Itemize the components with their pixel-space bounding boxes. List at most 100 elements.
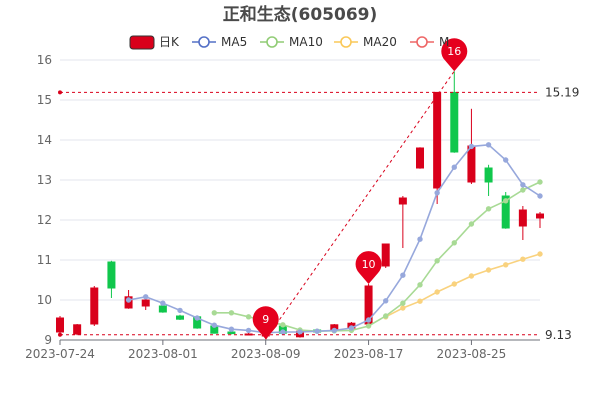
y-tick-label: 13 [37, 173, 52, 187]
candle-body [73, 324, 82, 335]
candle [416, 147, 424, 169]
markline-label: 15.19 [545, 85, 579, 99]
ma5-point [485, 142, 492, 148]
candle-body [398, 197, 407, 205]
pin-shape [252, 306, 279, 340]
y-tick-label: 16 [37, 53, 52, 67]
moving-average-layer [125, 142, 543, 336]
markline-layer: 15.19 9.13 [58, 70, 579, 342]
candle-body [536, 213, 544, 219]
ma10-point [228, 310, 235, 316]
candle-body [501, 195, 510, 229]
ma10-point [520, 187, 526, 193]
y-tick-label: 9 [44, 333, 52, 347]
pin-shape [441, 38, 468, 72]
legend-item-ma10[interactable]: MA10 [260, 35, 323, 49]
ma10-point [485, 206, 492, 212]
legend[interactable]: 日K MA5 MA10 MA20 M [129, 35, 449, 50]
ma5-point [417, 236, 423, 242]
ma10-point [417, 282, 423, 288]
ma5-point [537, 193, 543, 199]
ma5-point [143, 294, 149, 300]
y-tick-label: 12 [37, 213, 52, 227]
candle [141, 298, 150, 310]
ma20-point [434, 289, 440, 295]
candle [450, 71, 459, 153]
ma20-point [485, 267, 492, 273]
y-tick-label: 10 [37, 293, 52, 307]
legend-item-日k[interactable]: 日K [129, 35, 180, 50]
ma20-point [417, 298, 423, 304]
pin-layer: 16 10 9 [252, 38, 468, 340]
ma5-point [125, 297, 132, 303]
ma20-point [520, 256, 526, 262]
candle [381, 243, 390, 268]
ma10-point [383, 313, 389, 319]
ma10-point [280, 322, 286, 328]
candle [176, 314, 184, 320]
ma5-point [177, 307, 183, 314]
ma10-point [245, 314, 252, 320]
legend-circle-icon [266, 36, 278, 48]
candle-body [518, 209, 527, 227]
ma20-line [385, 253, 541, 318]
candle-body [227, 331, 236, 335]
markline-start-dot [58, 332, 62, 337]
trend-line [265, 70, 455, 340]
candle [433, 91, 442, 204]
ma5-point [365, 317, 372, 323]
pin-shape [355, 251, 382, 284]
ma20-point [451, 281, 457, 287]
ma10-point [451, 240, 457, 246]
legend-label: MA20 [363, 35, 397, 49]
ma20-point [400, 305, 406, 311]
candle-body [467, 145, 476, 183]
x-tick-label: 2023-08-01 [128, 347, 198, 361]
ma10-point [537, 179, 543, 185]
candle [398, 196, 407, 248]
ma5-point [383, 298, 389, 304]
candle-body [416, 147, 424, 169]
legend-label: MA10 [289, 35, 323, 49]
axis-layer: 9 10 11 12 13 14 15 16 2023-07-24 2023-08-01 2023-… [25, 53, 540, 361]
ma5-point [314, 328, 320, 334]
candle [107, 260, 116, 298]
candle [484, 164, 493, 196]
x-tick-label: 2023-08-17 [334, 347, 404, 361]
candle [536, 212, 544, 228]
ma20-point [468, 273, 475, 279]
ma10-point [503, 198, 509, 204]
ma5-point [468, 143, 475, 150]
candle-body [433, 91, 442, 189]
legend-circle-icon [198, 36, 210, 48]
ma5-point [160, 300, 166, 306]
candle [73, 324, 82, 336]
y-tick-label: 15 [37, 93, 52, 107]
legend-candle-icon [129, 35, 155, 50]
candle [56, 316, 64, 334]
candle-body [90, 287, 99, 325]
candle [518, 206, 527, 240]
ma5-point [348, 325, 355, 331]
candle-body [176, 315, 184, 320]
ma10-point [434, 258, 440, 264]
ma5-point [434, 190, 440, 196]
legend-circle-icon [416, 36, 428, 48]
ma5-point [331, 327, 337, 334]
pin-label: 9 [262, 313, 269, 326]
ma10-point [365, 323, 372, 329]
chart-title: 正和生态(605069) [223, 4, 378, 25]
candle-body [56, 317, 64, 333]
legend-item-ma5[interactable]: MA5 [192, 35, 247, 49]
ma10-point [468, 221, 475, 227]
ma5-point [211, 322, 217, 328]
legend-label: MA5 [221, 35, 247, 49]
ma5-point [228, 326, 235, 332]
legend-item-ma20[interactable]: MA20 [334, 35, 397, 49]
ma20-point [537, 251, 543, 257]
candle [501, 192, 510, 229]
ma5-point [194, 315, 200, 321]
legend-item-m[interactable]: M [410, 35, 449, 49]
